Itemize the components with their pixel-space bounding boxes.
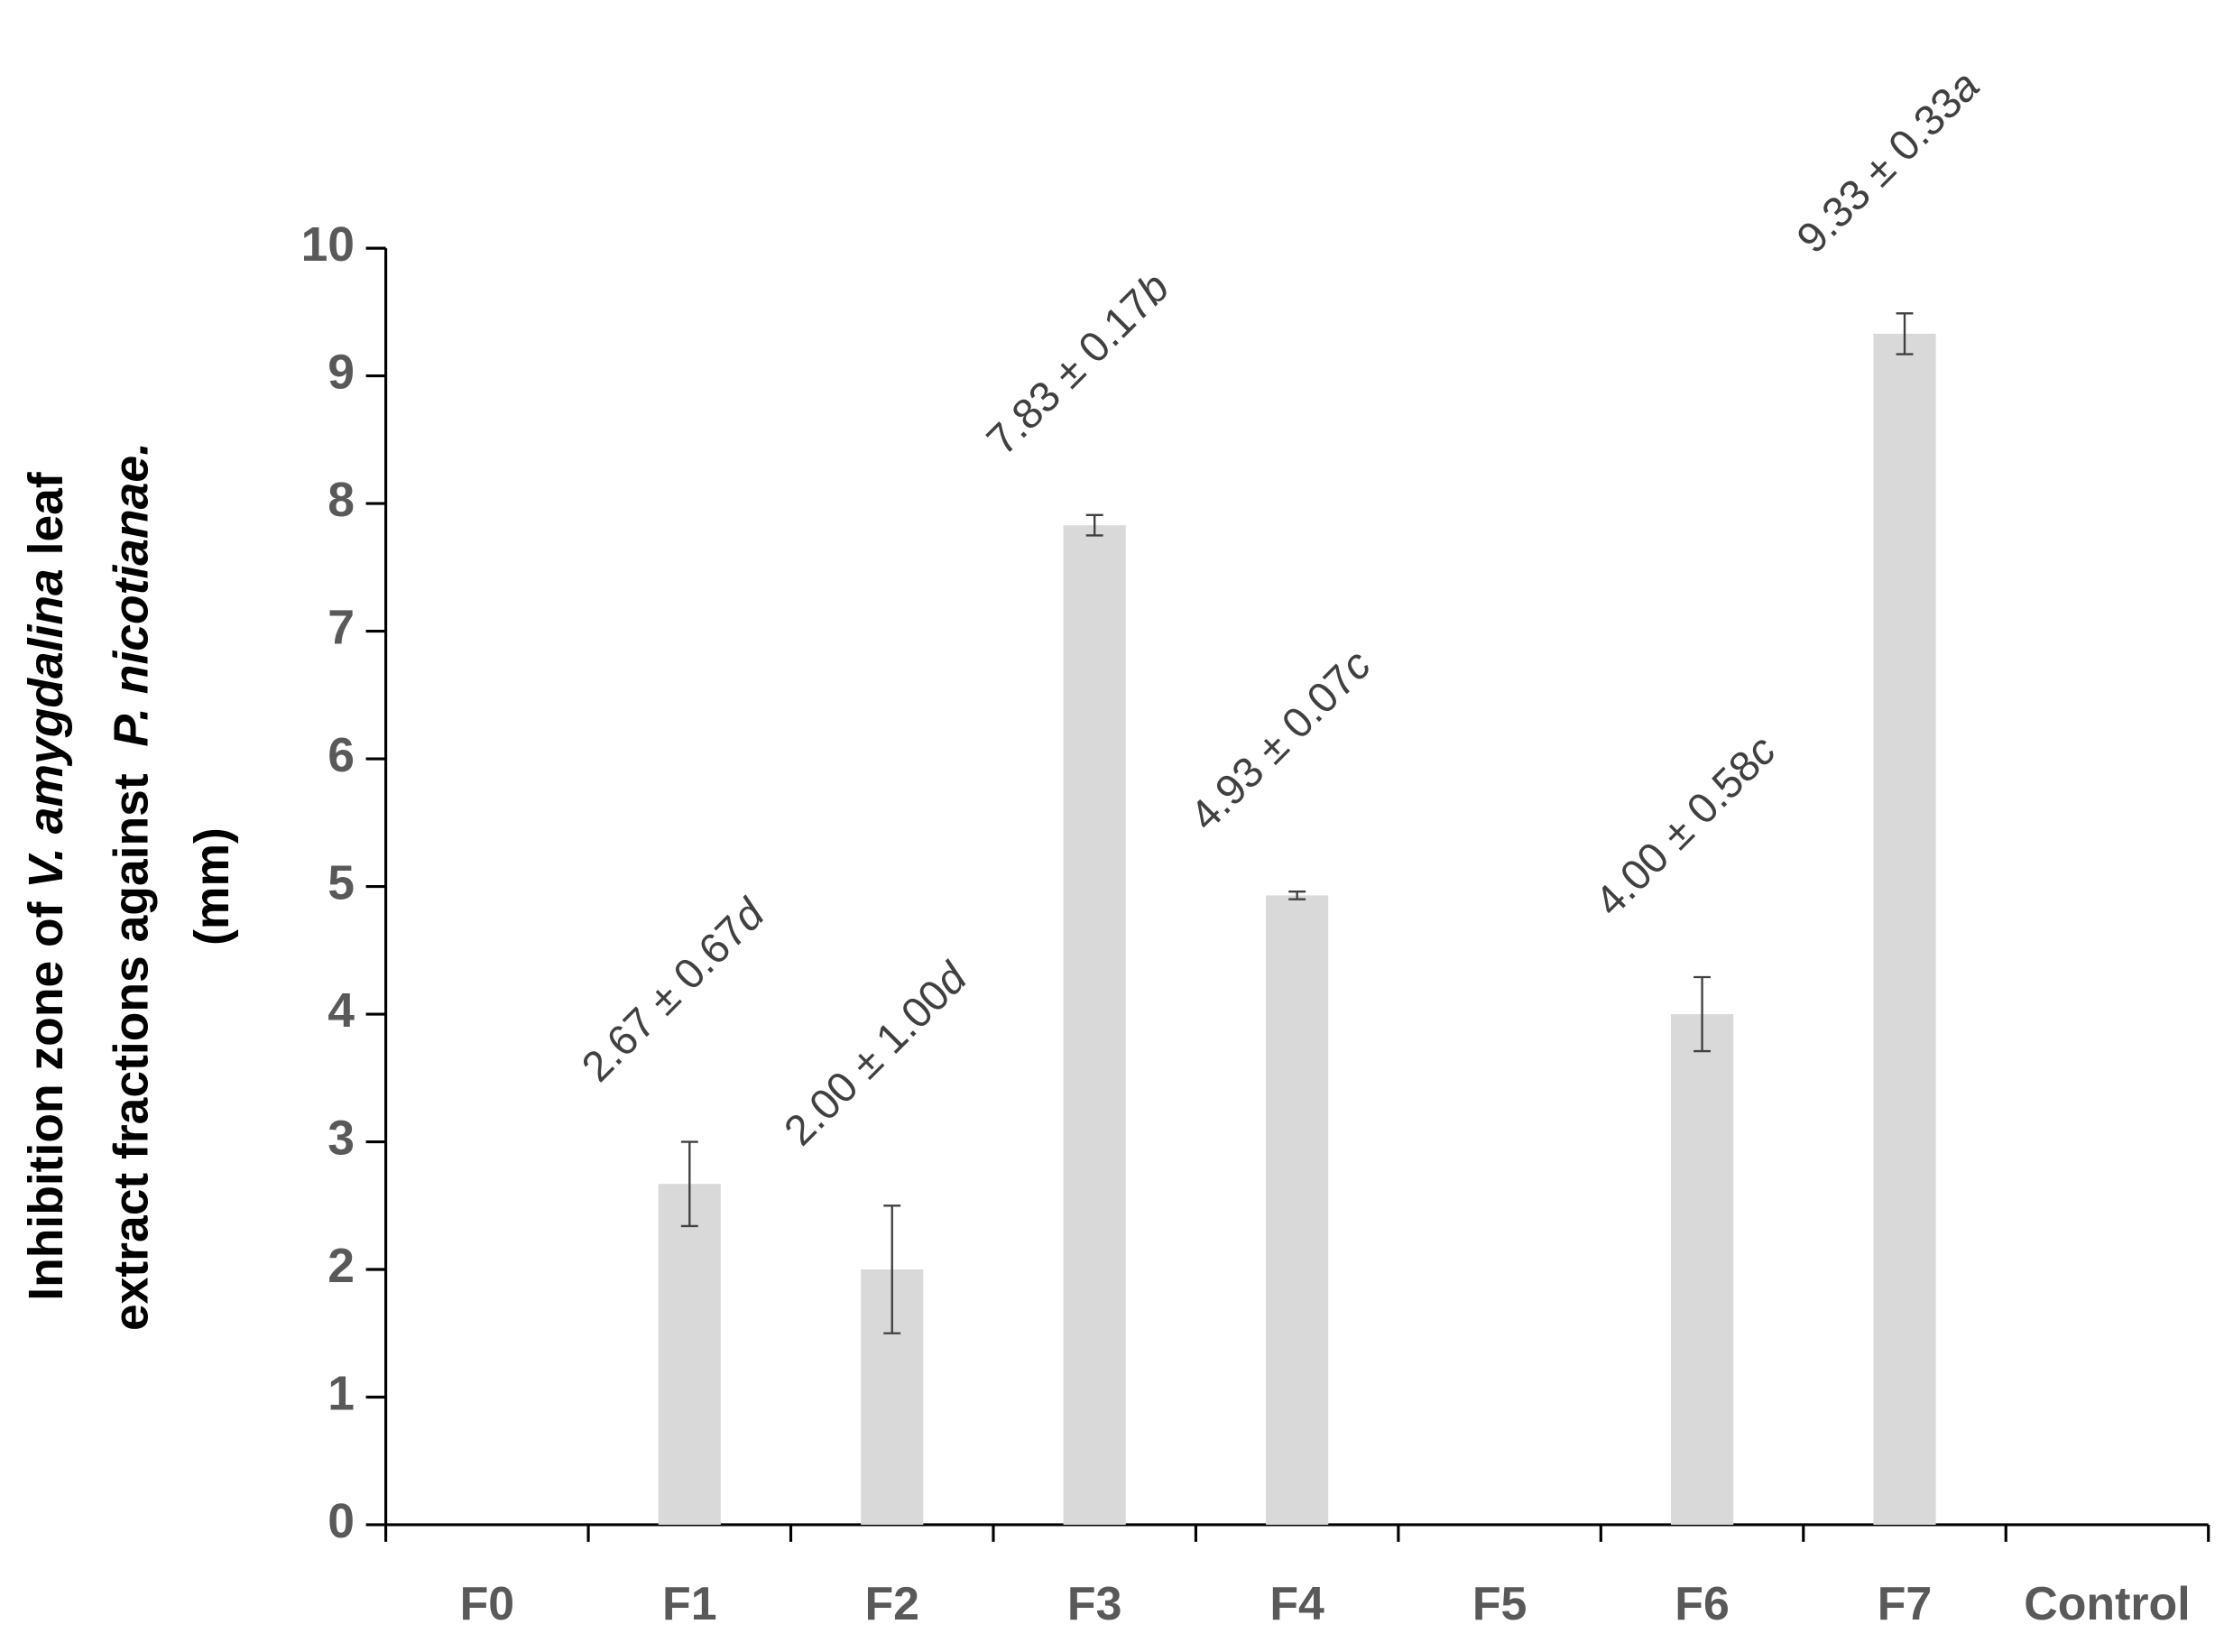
value-label: 4.00 ± 0.58c (1586, 725, 1786, 925)
bar (1670, 1014, 1734, 1525)
x-tick-label: F3 (1067, 1577, 1122, 1629)
y-tick-label: 0 (328, 1495, 355, 1548)
x-tick-label: F7 (1878, 1577, 1933, 1629)
bar (1266, 895, 1329, 1525)
y-axis-label-part: V. amygdalina (20, 568, 73, 888)
x-tick-label: F0 (460, 1577, 515, 1629)
value-label-text: 4.93 ± 0.07 (1181, 656, 1365, 840)
y-axis-label-part: P. nicotianae. (105, 442, 158, 747)
error-bar (1693, 975, 1711, 1053)
y-tick-label: 4 (328, 984, 355, 1038)
value-label: 9.33 ± 0.33a (1787, 61, 1989, 263)
y-axis-label: (mm) (186, 827, 239, 946)
x-tick-label: F4 (1269, 1577, 1324, 1629)
y-axis-label-part: extract fractions against (105, 747, 158, 1331)
x-tick-label: F1 (662, 1577, 717, 1629)
y-tick-label: 9 (328, 346, 355, 400)
y-axis-label-part: leaf (20, 472, 73, 568)
y-tick-label: 8 (328, 474, 355, 527)
value-label-text: 4.00 ± 0.58 (1586, 741, 1770, 925)
x-tick-label: F5 (1472, 1577, 1527, 1629)
y-tick-label: 10 (301, 218, 355, 272)
y-axis-label: Inhibition zone of V. amygdalina leaf (20, 472, 73, 1301)
value-label-text: 9.33 ± 0.33 (1787, 78, 1971, 263)
y-tick-label: 1 (328, 1368, 355, 1421)
error-bar (1896, 312, 1914, 355)
value-label-text: 7.83 ± 0.17 (977, 280, 1161, 464)
value-label: 7.83 ± 0.17b (977, 263, 1178, 465)
error-bar (883, 1204, 901, 1334)
bar (658, 1184, 721, 1525)
y-axis-label-part: Inhibition zone of (20, 889, 73, 1301)
y-tick-label: 6 (328, 729, 355, 782)
value-label-text: 2.67 ± 0.67 (572, 907, 756, 1091)
bar (1873, 333, 1936, 1525)
y-tick-label: 2 (328, 1240, 355, 1293)
y-tick-label: 5 (328, 857, 355, 910)
error-bar (680, 1140, 698, 1228)
error-bar (1288, 891, 1306, 900)
bar (1063, 525, 1126, 1525)
value-label: 2.67 ± 0.67d (572, 889, 774, 1091)
value-label: 4.93 ± 0.07c (1181, 641, 1380, 840)
x-tick-label: Control (2024, 1577, 2190, 1629)
error-bar (1085, 513, 1103, 537)
y-tick-label: 3 (328, 1112, 355, 1166)
value-label-text: 2.00 ± 1.00 (775, 971, 959, 1155)
y-axis-label-part: (mm) (186, 827, 239, 946)
y-tick-label: 7 (328, 602, 355, 655)
x-tick-label: F2 (864, 1577, 919, 1629)
x-tick-label: F6 (1675, 1577, 1730, 1629)
value-label: 2.00 ± 1.00d (775, 953, 977, 1155)
y-axis-label: extract fractions against P. nicotianae. (105, 442, 158, 1331)
